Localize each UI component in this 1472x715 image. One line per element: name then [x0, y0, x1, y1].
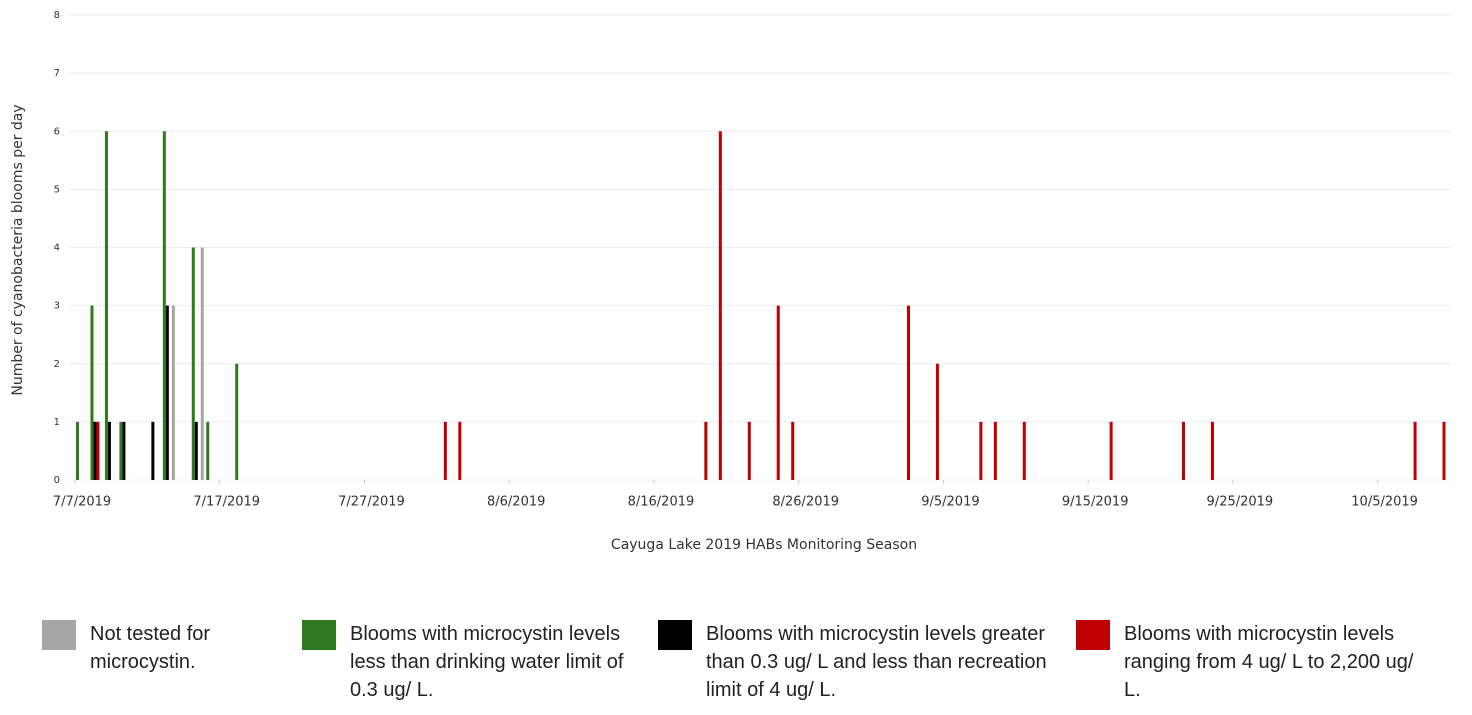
legend-item: Blooms with microcystin levels less than…	[302, 620, 640, 704]
bar	[96, 421, 100, 480]
x-axis-label: Cayuga Lake 2019 HABs Monitoring Season	[611, 537, 917, 553]
legend-label: Blooms with microcystin levels greater t…	[706, 623, 1047, 701]
bar	[107, 421, 111, 480]
legend-label: Blooms with microcystin levels less than…	[350, 623, 624, 701]
bar	[122, 421, 126, 480]
bar	[1210, 421, 1214, 480]
x-tick-label: 9/15/2019	[1062, 495, 1129, 510]
x-tick-label: 10/5/2019	[1351, 495, 1418, 510]
bar	[162, 131, 166, 480]
y-tick-label: 2	[54, 359, 60, 370]
bar	[993, 421, 997, 480]
legend-item: Blooms with microcystin levels ranging f…	[1076, 620, 1434, 704]
bar	[194, 421, 198, 480]
bar	[165, 305, 169, 480]
bar	[235, 363, 239, 480]
x-tick-label: 9/25/2019	[1207, 495, 1274, 510]
y-tick-label: 7	[54, 68, 60, 79]
x-tick-label: 8/16/2019	[628, 495, 695, 510]
bar	[935, 363, 939, 480]
bar	[979, 421, 983, 480]
bar	[458, 421, 462, 480]
legend-swatch	[42, 620, 76, 650]
legend: Not tested for microcystin. Blooms with m…	[0, 620, 1472, 715]
bar	[718, 131, 722, 480]
bar	[1182, 421, 1185, 480]
bar	[1109, 421, 1113, 480]
y-tick-label: 0	[54, 475, 60, 486]
x-tick-label: 7/17/2019	[193, 495, 260, 510]
y-tick-label: 1	[54, 417, 60, 428]
bar	[200, 247, 204, 480]
legend-item: Not tested for microcystin.	[42, 620, 240, 676]
legend-label: Not tested for microcystin.	[90, 623, 211, 673]
bar	[1442, 421, 1446, 480]
x-tick-label: 7/27/2019	[338, 495, 405, 510]
bar	[119, 421, 123, 480]
bar	[1022, 421, 1026, 480]
x-tick-label: 7/7/2019	[53, 495, 111, 510]
bar	[206, 421, 210, 480]
bar	[171, 305, 175, 480]
bar	[151, 421, 155, 480]
bar	[776, 305, 780, 480]
bar	[1413, 421, 1417, 480]
chart: Number of cyanobacteria blooms per day C…	[10, 10, 1450, 553]
y-tick-label: 3	[54, 301, 60, 312]
bar	[791, 421, 795, 480]
y-tick-label: 8	[54, 10, 60, 21]
bar	[704, 421, 708, 480]
x-tick-label: 8/6/2019	[487, 495, 545, 510]
legend-item: Blooms with microcystin levels greater t…	[658, 620, 1066, 704]
legend-swatch	[1076, 620, 1110, 650]
y-axis-label: Number of cyanobacteria blooms per day	[10, 104, 26, 395]
y-tick-label: 4	[54, 243, 60, 254]
y-tick-label: 6	[54, 126, 60, 137]
x-tick-label: 8/26/2019	[772, 495, 839, 510]
bar	[93, 421, 97, 480]
legend-swatch	[658, 620, 692, 650]
x-tick-label: 9/5/2019	[921, 495, 979, 510]
bar	[443, 421, 447, 480]
bar	[747, 421, 751, 480]
legend-swatch	[302, 620, 336, 650]
bar	[104, 131, 108, 480]
legend-label: Blooms with microcystin levels ranging f…	[1124, 623, 1414, 701]
y-tick-label: 5	[54, 184, 60, 195]
bar	[191, 247, 195, 480]
bar	[907, 305, 910, 480]
bar	[76, 421, 79, 480]
bar	[90, 305, 94, 480]
